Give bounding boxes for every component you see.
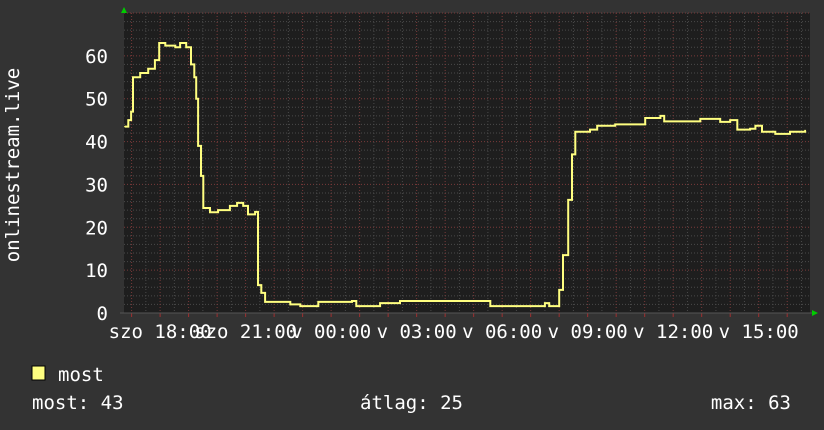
data-point [279, 301, 282, 303]
data-point [663, 120, 665, 123]
data-point [200, 175, 202, 177]
data-point [158, 42, 160, 44]
data-point [139, 72, 141, 74]
x-tick-label: v 03:00 [377, 321, 457, 343]
data-point [144, 72, 146, 74]
y-ticks: 0 10 20 30 40 50 60 [85, 46, 108, 325]
x-tick-label: v 09:00 [548, 321, 628, 343]
y-tick-label: 0 [97, 303, 108, 325]
y-tick-label: 40 [85, 132, 108, 154]
x-tick-label: v 06:00 [462, 321, 542, 343]
data-point [179, 42, 181, 44]
y-axis-arrow-icon [121, 7, 127, 13]
data-point [236, 202, 238, 204]
data-point [130, 110, 132, 113]
data-point [202, 207, 205, 209]
data-point [761, 130, 763, 133]
data-point [299, 305, 302, 307]
data-point [185, 46, 188, 49]
data-point [589, 128, 591, 131]
x-tick-label: szo 18:00 [109, 321, 212, 343]
data-point [147, 67, 150, 70]
data-point [544, 302, 546, 304]
data-point [574, 130, 577, 133]
data-point [558, 289, 560, 291]
data-point [124, 125, 126, 128]
data-point [229, 205, 231, 207]
grid [124, 12, 810, 317]
data-point [719, 121, 722, 123]
data-point [596, 124, 598, 127]
data-point [399, 300, 401, 302]
data-point [254, 211, 256, 213]
data-point [152, 67, 154, 70]
data-point [789, 130, 791, 133]
data-point [659, 115, 662, 117]
y-tick-label: 10 [85, 260, 108, 282]
data-point [164, 44, 167, 47]
stat-current: most: 43 [32, 392, 124, 414]
data-point [260, 292, 263, 294]
y-axis-label: onlinestream.live [2, 68, 24, 262]
data-point [136, 76, 139, 79]
stat-average: átlag: 25 [360, 392, 463, 414]
x-tick-label: v 12:00 [633, 321, 713, 343]
y-tick-label: 30 [85, 174, 108, 196]
legend-swatch [31, 365, 46, 381]
data-point [174, 46, 177, 49]
data-point [264, 301, 266, 303]
data-point [289, 303, 292, 306]
data-point [317, 301, 320, 303]
data-point [257, 284, 259, 286]
x-axis-arrow-icon [812, 310, 818, 316]
data-point [749, 127, 751, 130]
data-point [555, 305, 558, 307]
data-point [193, 76, 196, 79]
data-point [614, 123, 617, 126]
data-point [344, 301, 346, 303]
data-point [127, 119, 130, 121]
data-point [567, 199, 569, 201]
data-point [729, 119, 731, 121]
plot-area [124, 13, 810, 313]
data-point [754, 124, 757, 127]
data-point [548, 305, 550, 307]
data-point [489, 305, 492, 307]
data-point [539, 305, 541, 307]
legend-label: most [58, 364, 104, 386]
data-point [485, 300, 487, 302]
series-layer [124, 42, 807, 308]
data-point [351, 300, 353, 302]
x-tick-label: v 15:00 [719, 321, 799, 343]
data-point [132, 76, 134, 79]
data-point [639, 123, 641, 126]
data-point [242, 205, 245, 207]
stat-max: max: 63 [711, 392, 791, 414]
data-point [209, 211, 211, 214]
data-point [736, 128, 739, 131]
data-point [379, 302, 381, 304]
data-point [188, 46, 190, 49]
data-point [197, 145, 199, 147]
y-tick-label: 20 [85, 217, 108, 239]
data-point [774, 133, 777, 135]
data-point [804, 130, 807, 132]
data-point [217, 209, 219, 211]
data-point [154, 59, 156, 61]
data-point [190, 63, 192, 66]
data-point [247, 213, 249, 216]
data-point [562, 254, 564, 256]
data-point [195, 97, 198, 100]
data-point [699, 118, 702, 120]
y-tick-label: 60 [85, 46, 108, 68]
data-point [644, 117, 646, 119]
y-tick-label: 50 [85, 89, 108, 111]
data-point [571, 153, 573, 156]
x-tick-label: szo 21:00 [194, 321, 297, 343]
x-tick-label: v 00:00 [291, 321, 371, 343]
data-point [355, 305, 358, 307]
